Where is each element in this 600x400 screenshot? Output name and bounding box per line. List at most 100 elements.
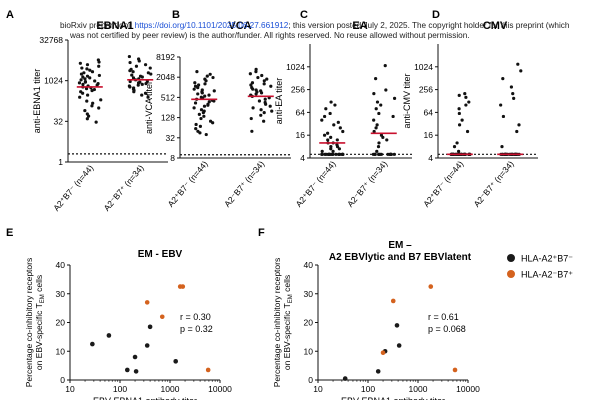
bottom-panels: EEM - EBV01020304010100100010000EBV EBNA… <box>6 227 480 400</box>
y-tick-label: 40 <box>304 260 314 270</box>
data-point <box>268 104 272 108</box>
y-tick-label: 30 <box>56 289 66 299</box>
data-point <box>337 147 341 151</box>
x-tick-label: 10000 <box>456 384 480 394</box>
x-axis-label: EBV EBNA1 antibody titer <box>341 396 445 400</box>
data-point <box>198 124 203 128</box>
data-point <box>335 145 340 149</box>
y-axis-label: anti-VCA titer <box>144 81 154 134</box>
data-point <box>457 93 461 97</box>
data-point <box>259 113 263 117</box>
data-point <box>79 78 83 82</box>
data-point <box>341 129 345 134</box>
data-point <box>324 152 328 156</box>
data-point <box>192 106 196 110</box>
data-point <box>211 121 215 125</box>
data-point <box>87 114 91 118</box>
data-point <box>97 64 101 68</box>
data-point <box>140 93 144 97</box>
y-tick-label: 64 <box>296 107 306 117</box>
data-point <box>320 118 324 122</box>
data-point <box>332 123 336 127</box>
data-point <box>428 284 434 289</box>
data-point <box>79 72 84 76</box>
data-point <box>80 66 84 70</box>
data-point <box>391 114 395 119</box>
y-axis-label: anti-CMV titer <box>402 73 412 128</box>
stat-r: r = 0.61 <box>428 312 459 322</box>
data-point <box>248 72 252 76</box>
y-axis-label: anti-EA titer <box>274 78 284 125</box>
data-point <box>195 70 199 74</box>
data-point <box>262 111 266 115</box>
data-point <box>265 77 269 81</box>
data-point <box>517 123 521 127</box>
y-tick-label: 1024 <box>286 62 305 72</box>
data-point <box>196 86 200 90</box>
data-point <box>500 145 504 149</box>
y-tick-label: 64 <box>424 107 434 117</box>
data-point <box>90 341 95 347</box>
data-point <box>372 129 376 134</box>
y-axis-label-line2: on EBV-specific TEM cells <box>34 275 46 370</box>
data-point <box>269 84 273 88</box>
data-point <box>125 367 130 373</box>
y-tick-label: 32768 <box>39 35 63 45</box>
data-point <box>457 123 462 127</box>
data-point <box>199 116 203 121</box>
data-point <box>381 135 385 139</box>
data-point <box>342 376 348 381</box>
data-point <box>464 95 468 99</box>
y-tick-label: 30 <box>304 289 314 299</box>
data-point <box>262 119 266 123</box>
data-point <box>132 90 136 94</box>
data-point <box>192 87 196 91</box>
data-point <box>194 122 198 127</box>
data-point <box>374 107 378 111</box>
y-axis-label: anti-EBNA1 titer <box>32 69 42 134</box>
data-point <box>85 74 90 78</box>
data-point <box>262 79 266 83</box>
data-point <box>254 70 258 74</box>
data-point <box>81 91 85 95</box>
panel-title-line2: A2 EBVlytic and B7 EBVlatent <box>329 252 472 263</box>
data-point <box>376 145 381 149</box>
data-point <box>205 367 211 373</box>
data-point <box>501 76 505 81</box>
data-point <box>328 152 332 156</box>
data-point <box>193 101 198 105</box>
panel-letter: E <box>6 227 13 239</box>
data-point <box>331 152 335 156</box>
data-point <box>329 147 333 151</box>
preprint-line2: was not certified by peer review) is the… <box>70 31 470 40</box>
data-point <box>133 369 139 374</box>
y-tick-label: 1024 <box>44 76 63 86</box>
data-point <box>375 369 381 374</box>
data-point <box>257 99 262 103</box>
doi-link[interactable]: https://doi.org/10.1101/2025.06.27.66191… <box>134 21 289 30</box>
data-point <box>326 131 330 135</box>
legend: HLA-A2⁺B7⁻ HLA-A2⁻B7⁺ <box>507 254 573 280</box>
data-point <box>260 73 264 78</box>
data-point <box>512 96 516 100</box>
data-point <box>499 103 503 107</box>
data-point <box>82 71 86 75</box>
data-point <box>127 54 131 59</box>
data-point <box>148 66 152 70</box>
data-point <box>457 107 461 111</box>
legend-marker <box>507 254 515 262</box>
data-point <box>509 85 514 89</box>
data-point <box>320 152 324 156</box>
data-point <box>77 81 82 85</box>
data-point <box>206 103 210 107</box>
data-point <box>194 127 198 131</box>
data-point <box>85 99 89 103</box>
panel-title-line1: EM – <box>388 240 412 251</box>
data-point <box>386 152 390 156</box>
data-point <box>85 117 89 121</box>
category-label: A2⁺B7⁻ (n=44) <box>421 159 465 209</box>
data-point <box>196 92 200 96</box>
y-tick-label: 8 <box>170 153 175 163</box>
data-point <box>259 108 263 112</box>
data-point <box>390 298 396 304</box>
